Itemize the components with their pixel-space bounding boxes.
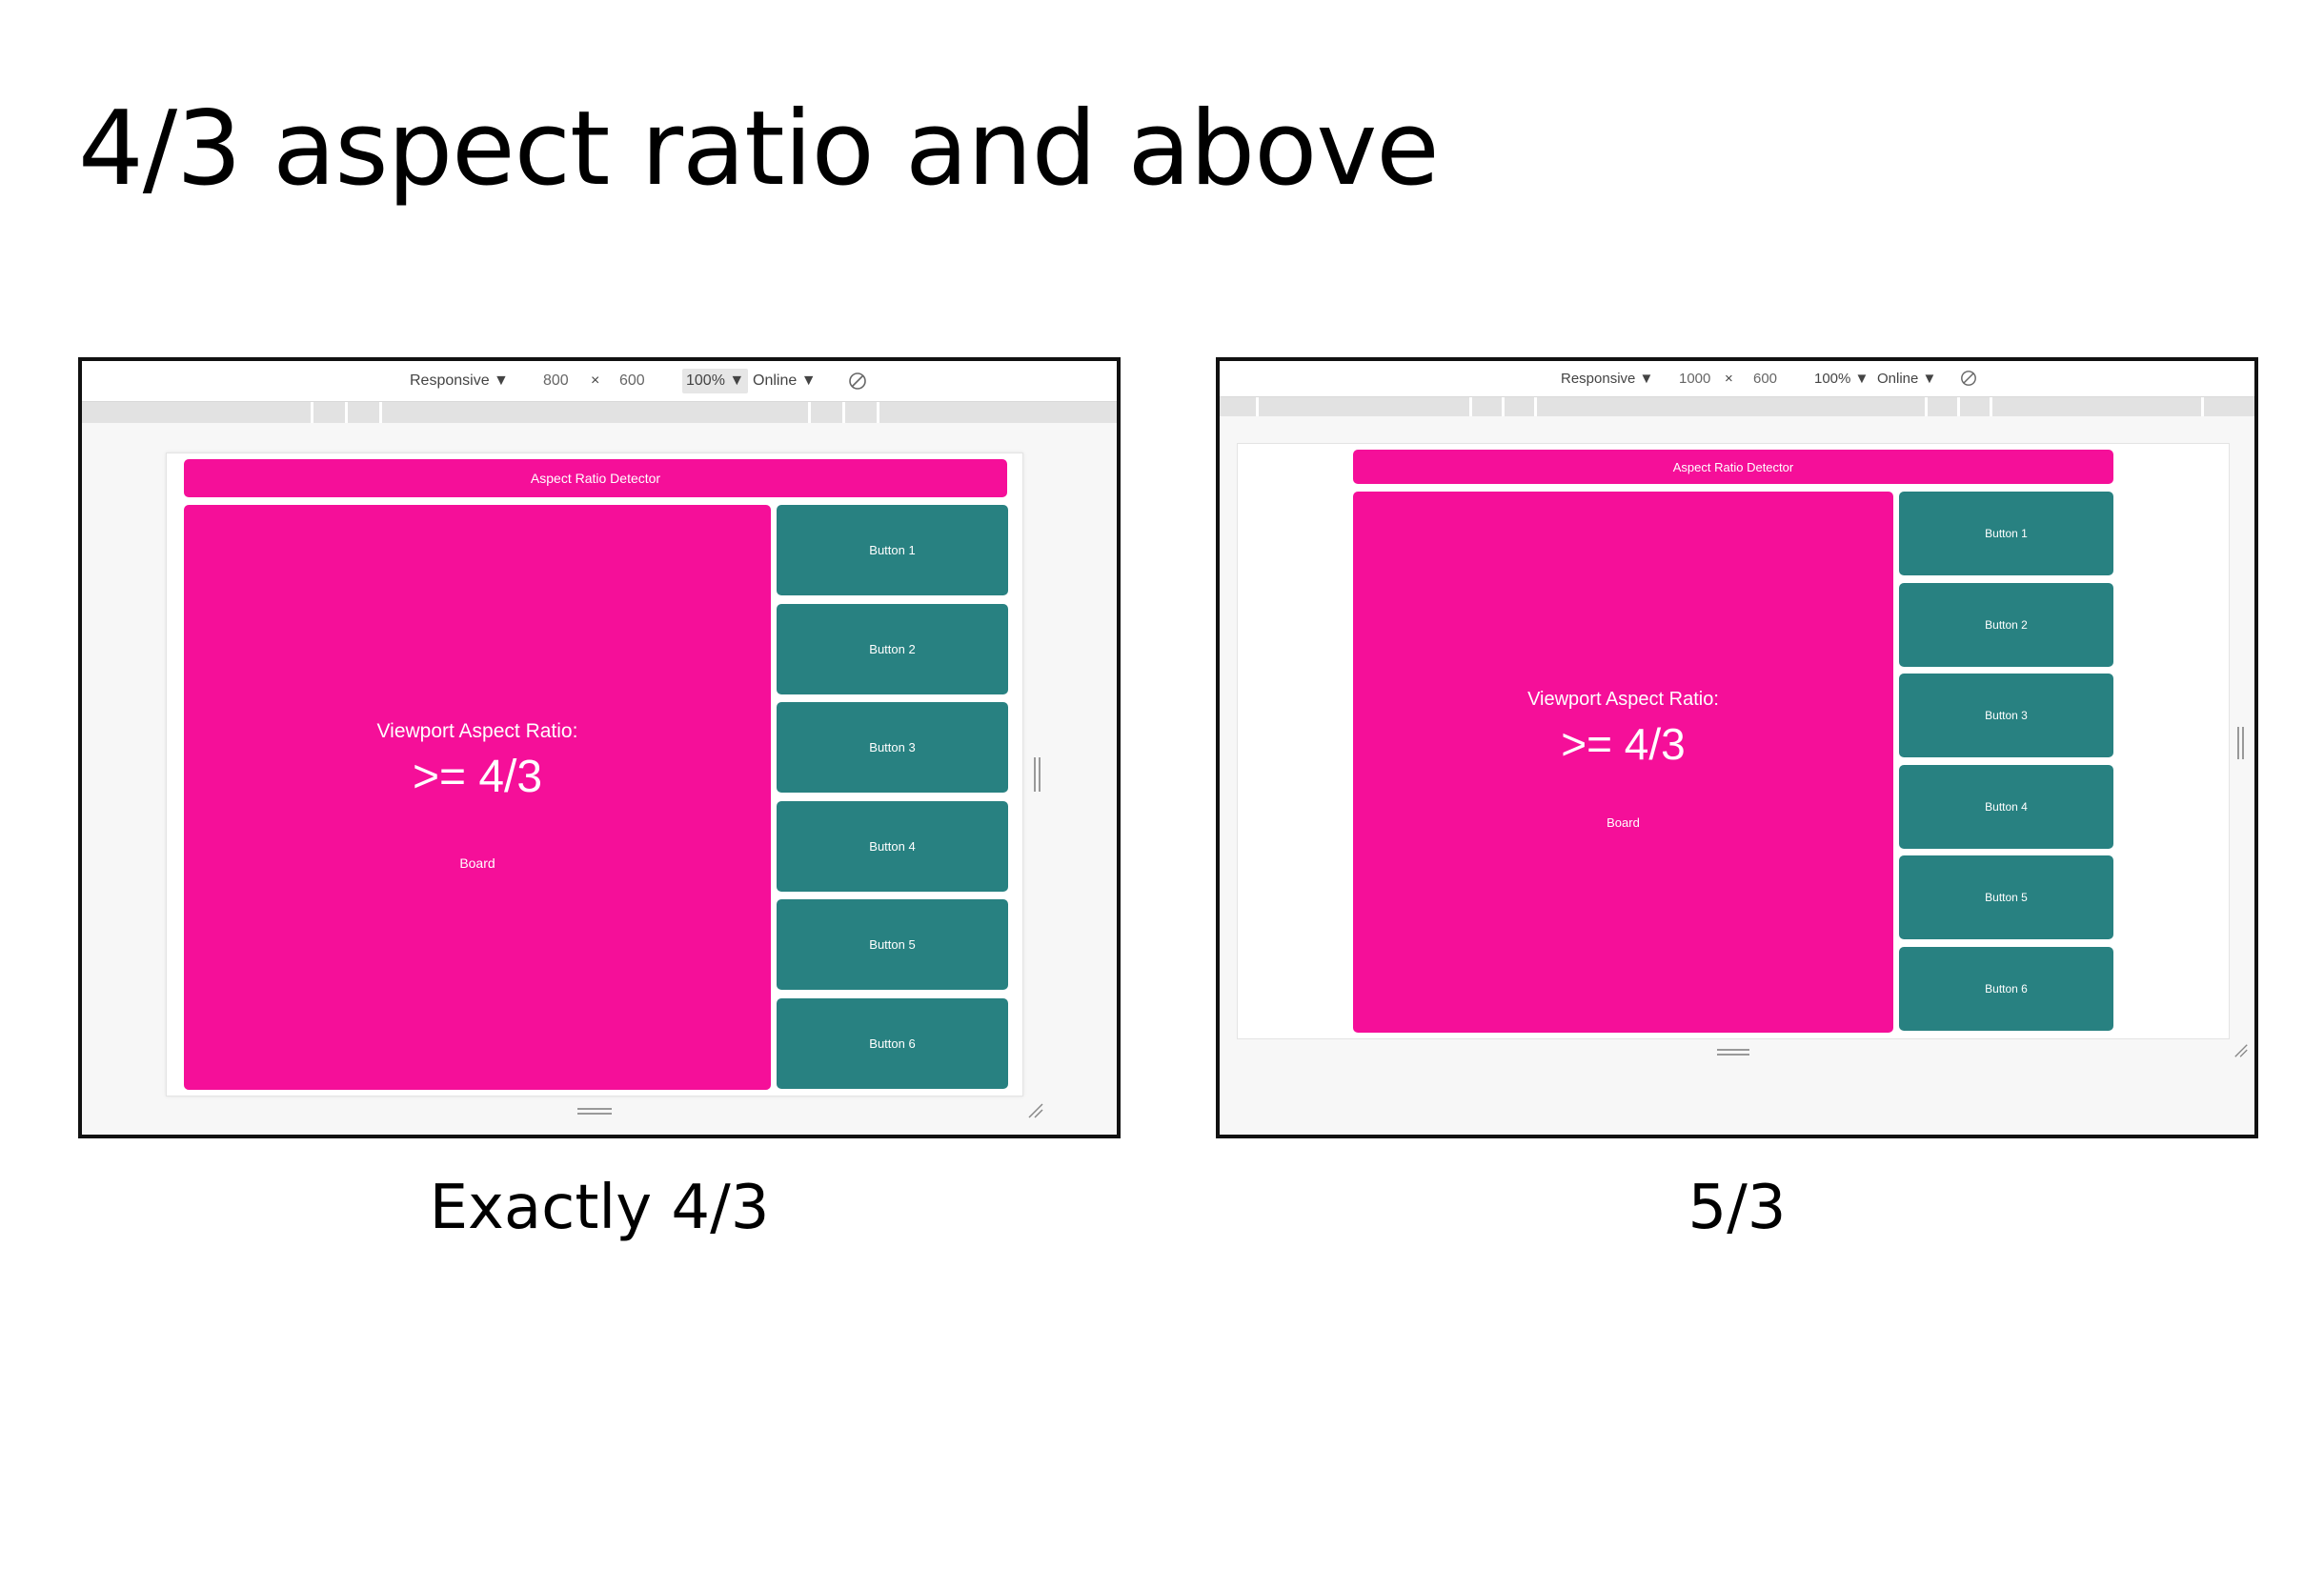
ruler-tick [1502,397,1505,416]
app-header: Aspect Ratio Detector [184,459,1007,497]
button-4[interactable]: Button 4 [1899,765,2113,849]
height-input[interactable]: 600 [619,372,645,389]
height-resize-handle[interactable] [577,1113,612,1115]
button-5[interactable]: Button 5 [1899,855,2113,939]
button-3[interactable]: Button 3 [1899,674,2113,757]
button-5[interactable]: Button 5 [777,899,1008,990]
times-sign: × [1725,371,1733,387]
ruler-tick [1469,397,1472,416]
device-select[interactable]: Responsive ▼ [1561,371,1654,387]
button-2[interactable]: Button 2 [777,604,1008,694]
board-label: Viewport Aspect Ratio: [376,720,578,742]
ruler-tick [1957,397,1960,416]
button-1[interactable]: Button 1 [777,505,1008,595]
button-1[interactable]: Button 1 [1899,492,2113,575]
button-6[interactable]: Button 6 [777,998,1008,1089]
media-query-ruler [1220,397,2254,416]
caption-5-3: 5/3 [1687,1173,1787,1243]
zoom-select[interactable]: 100% ▼ [1814,371,1869,387]
board-name: Board [1607,815,1640,830]
media-query-ruler [82,402,1117,423]
viewport: Aspect Ratio Detector Viewport Aspect Ra… [1237,443,2230,1039]
width-input[interactable]: 800 [543,372,569,389]
board-name: Board [459,855,495,871]
device-select[interactable]: Responsive ▼ [410,372,509,389]
ruler-tick [842,402,845,423]
height-resize-handle[interactable] [1717,1049,1749,1051]
board: Viewport Aspect Ratio: >= 4/3 Board [184,505,771,1090]
board: Viewport Aspect Ratio: >= 4/3 Board [1353,492,1893,1033]
ruler-tick [1990,397,1992,416]
button-4[interactable]: Button 4 [777,801,1008,892]
button-2[interactable]: Button 2 [1899,583,2113,667]
ruler-tick [877,402,879,423]
caption-exactly-4-3: Exactly 4/3 [429,1173,770,1243]
panel-exactly-4-3: Responsive ▼ 800 × 600 100% ▼ Online ▼ A… [78,357,1121,1138]
rotate-icon[interactable] [1960,370,1977,387]
ruler-tick [1256,397,1259,416]
height-input[interactable]: 600 [1753,371,1778,387]
board-ratio: >= 4/3 [1561,719,1686,769]
resize-corner-icon[interactable] [1027,1102,1044,1119]
page-title: 4/3 aspect ratio and above [78,90,1440,209]
width-resize-handle[interactable] [1039,757,1041,792]
height-resize-handle[interactable] [1717,1054,1749,1056]
board-ratio: >= 4/3 [412,752,543,802]
devtools-toolbar: Responsive ▼ 800 × 600 100% ▼ Online ▼ [82,361,1117,402]
ruler-tick [345,402,348,423]
times-sign: × [591,372,600,389]
app-header: Aspect Ratio Detector [1353,450,2113,484]
button-3[interactable]: Button 3 [777,702,1008,793]
board-label: Viewport Aspect Ratio: [1527,689,1719,710]
ruler-tick [1534,397,1537,416]
zoom-select[interactable]: 100% ▼ [682,369,749,393]
resize-corner-icon[interactable] [2233,1043,2249,1058]
ruler-tick [379,402,382,423]
panel-5-3: Responsive ▼ 1000 × 600 100% ▼ Online ▼ … [1216,357,2258,1138]
width-input[interactable]: 1000 [1679,371,1711,387]
ruler-tick [1925,397,1928,416]
button-6[interactable]: Button 6 [1899,947,2113,1031]
ruler-tick [311,402,313,423]
height-resize-handle[interactable] [577,1108,612,1110]
throttle-select[interactable]: Online ▼ [753,372,817,389]
devtools-toolbar: Responsive ▼ 1000 × 600 100% ▼ Online ▼ [1220,361,2254,397]
throttle-select[interactable]: Online ▼ [1877,371,1937,387]
rotate-icon[interactable] [848,372,867,391]
width-resize-handle[interactable] [2242,727,2244,759]
ruler-tick [808,402,811,423]
width-resize-handle[interactable] [2237,727,2239,759]
width-resize-handle[interactable] [1034,757,1036,792]
ruler-tick [2201,397,2204,416]
viewport: Aspect Ratio Detector Viewport Aspect Ra… [166,453,1023,1096]
